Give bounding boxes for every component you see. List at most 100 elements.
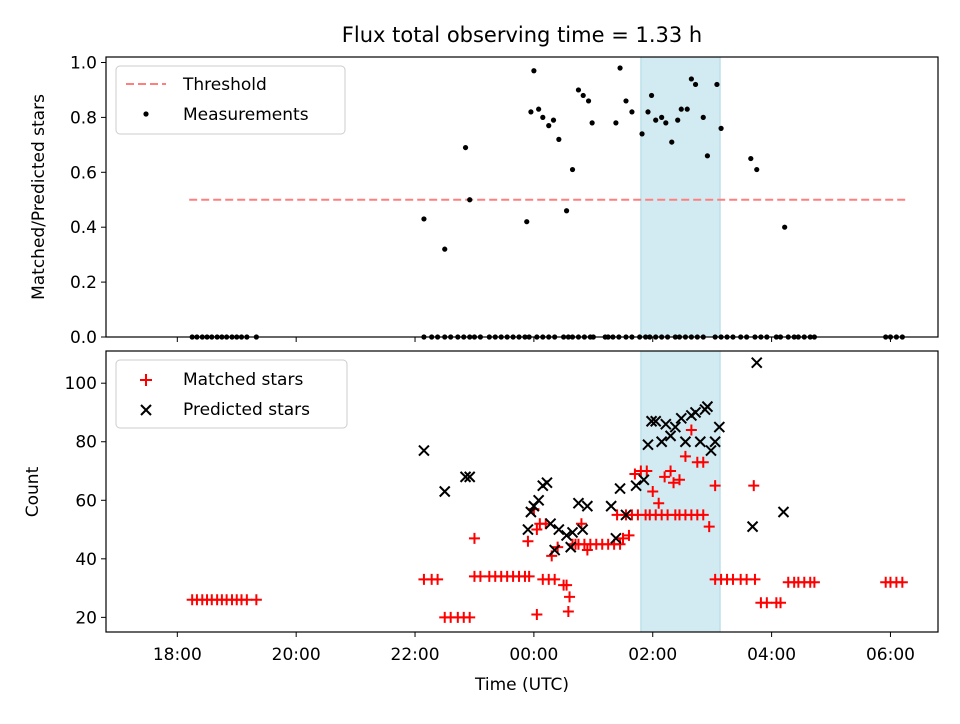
measurements-point xyxy=(648,92,655,99)
measurements-point xyxy=(540,114,546,120)
matched-stars-point xyxy=(647,486,659,497)
x-tick-label: 06:00 xyxy=(866,645,915,665)
matched-stars-point xyxy=(697,509,709,521)
measurements-point xyxy=(678,106,684,112)
predicted-stars-point xyxy=(701,400,714,413)
measurements-point xyxy=(645,109,651,115)
legend-matched-label: Matched stars xyxy=(183,370,303,390)
observing-span-top xyxy=(640,56,721,338)
matched-stars-point xyxy=(641,465,653,477)
legend-threshold-label: Threshold xyxy=(182,75,267,95)
predicted-stars-point xyxy=(713,421,726,433)
measurements-point xyxy=(569,166,576,173)
predicted-stars-point xyxy=(581,500,594,512)
legend-measurements-label: Measurements xyxy=(183,105,309,125)
ratio-panel: 0.0 0.2 0.4 0.6 0.8 1.0 Matched/Predicted sta… xyxy=(29,53,939,348)
measurements-point xyxy=(556,136,562,142)
predicted-stars-point xyxy=(560,529,573,542)
matched-stars-point xyxy=(629,468,641,480)
x-axis-label: Time (UTC) xyxy=(474,675,569,695)
matched-stars-point xyxy=(617,532,629,544)
legend-predicted-label: Predicted stars xyxy=(183,400,310,420)
ratio-y-ticks: 0.0 0.2 0.4 0.6 0.8 1.0 xyxy=(70,53,106,348)
predicted-stars-point xyxy=(675,412,687,425)
predicted-stars-point xyxy=(541,477,553,489)
measurements-point xyxy=(675,117,681,123)
ratio-y-tick-label: 1.0 xyxy=(70,53,97,73)
predicted-stars-point xyxy=(650,415,662,427)
matched-stars-point xyxy=(531,608,543,620)
count-y-ticks: 20 40 60 80 100 xyxy=(65,374,106,628)
observing-span-ratio xyxy=(640,56,721,338)
matched-stars-point xyxy=(775,597,787,609)
matched-stars-point xyxy=(432,573,444,585)
matched-stars-point xyxy=(549,573,561,585)
measurements-point xyxy=(748,155,754,162)
predicted-stars-point xyxy=(620,509,632,521)
matched-stars-point xyxy=(748,480,760,492)
predicted-stars-point xyxy=(777,506,790,518)
matched-stars-point xyxy=(241,594,253,606)
predicted-stars-point xyxy=(642,438,654,451)
measurements-point xyxy=(613,120,619,126)
matched-stars-point xyxy=(562,606,574,618)
count-y-tick-label: 60 xyxy=(75,491,97,511)
measurements-point xyxy=(684,106,690,112)
x-tick-label: 20:00 xyxy=(272,645,321,665)
predicted-stars-point xyxy=(669,421,682,433)
x-tick-label: 02:00 xyxy=(628,645,677,665)
predicted-stars-point xyxy=(522,523,534,536)
measurements-point xyxy=(531,68,537,74)
matched-stars-point xyxy=(623,529,635,541)
ratio-y-axis-label: Matched/Predicted stars xyxy=(29,94,49,300)
count-y-axis-label: Count xyxy=(23,466,43,517)
measurements-point xyxy=(585,98,592,104)
matched-stars-point xyxy=(581,544,593,556)
count-y-tick-label: 20 xyxy=(75,608,97,628)
ratio-y-tick-label: 0.6 xyxy=(70,163,97,183)
matched-stars-point xyxy=(761,597,773,609)
count-y-tick-label: 100 xyxy=(65,374,97,394)
measurements-point xyxy=(467,197,473,203)
predicted-stars-point xyxy=(614,482,626,495)
predicted-stars-point xyxy=(439,485,451,498)
matched-stars-point xyxy=(561,579,573,591)
predicted-stars-point xyxy=(638,474,650,486)
x-tick-label: 18:00 xyxy=(153,645,202,665)
ratio-legend: Threshold Measurements xyxy=(115,65,346,135)
matched-stars-point xyxy=(709,480,721,492)
x-tick-label: 22:00 xyxy=(391,645,440,665)
measurements-point xyxy=(692,81,699,88)
predicted-stars-point xyxy=(548,544,561,556)
measurements-point xyxy=(580,92,586,99)
measurements-point xyxy=(563,208,570,214)
predicted-stars-point xyxy=(689,406,702,419)
x-tick-label: 04:00 xyxy=(747,645,796,665)
matched-stars-point xyxy=(697,456,709,468)
ratio-y-tick-label: 0.2 xyxy=(70,273,97,293)
predicted-stars-point xyxy=(645,415,658,427)
measurements-point xyxy=(442,246,448,252)
matched-stars-point xyxy=(808,576,820,588)
ratio-legend-box xyxy=(115,65,346,135)
matched-stars-point xyxy=(653,497,665,509)
x-tick-label: 00:00 xyxy=(509,645,558,665)
predicted-stars-point xyxy=(418,444,430,457)
predicted-stars-point xyxy=(544,517,557,530)
count-x-ticks: 18:00 20:00 22:00 00:00 02:00 04:00 06:00 xyxy=(153,632,915,665)
predicted-stars-point xyxy=(630,479,642,492)
predicted-stars-point xyxy=(694,436,706,448)
matched-stars-point xyxy=(614,538,626,550)
matched-stars-point xyxy=(659,471,671,483)
measurements-point xyxy=(718,125,724,131)
measurements-point xyxy=(550,117,557,123)
predicted-stars-point xyxy=(525,506,537,518)
matched-stars-point xyxy=(668,477,680,489)
legend-predicted-swatch xyxy=(140,404,152,416)
measurements-point xyxy=(623,98,629,104)
predicted-stars-point xyxy=(660,418,672,430)
matched-stars-point xyxy=(250,594,262,606)
measurements-point xyxy=(575,87,582,93)
matched-stars-point xyxy=(523,570,535,582)
